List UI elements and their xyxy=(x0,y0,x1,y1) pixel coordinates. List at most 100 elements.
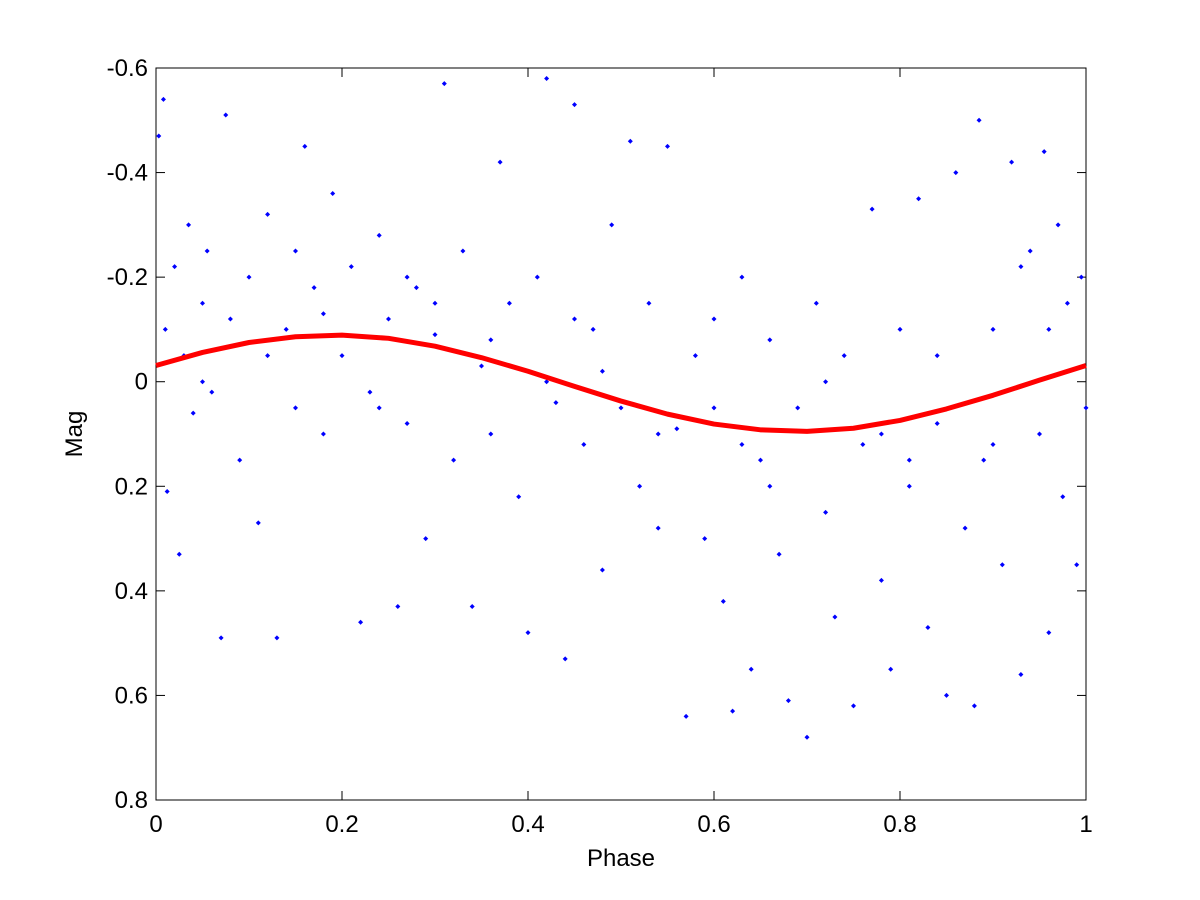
plot-frame xyxy=(155,67,1087,801)
scatter-point xyxy=(767,337,773,343)
scatter-point xyxy=(1074,562,1080,568)
scatter-point xyxy=(627,138,633,144)
scatter-point xyxy=(925,624,931,630)
scatter-point xyxy=(572,316,577,322)
y-tick-label: 0.2 xyxy=(115,473,148,500)
scatter-point xyxy=(156,133,162,139)
scatter-point xyxy=(218,635,224,641)
scatter-point xyxy=(553,400,559,406)
scatter-point xyxy=(497,159,503,165)
scatter-point xyxy=(841,353,847,359)
scatter-point xyxy=(320,431,326,437)
scatter-point xyxy=(823,509,829,515)
scatter-point xyxy=(832,614,838,620)
scatter-point xyxy=(785,698,791,704)
scatter-point xyxy=(590,326,596,332)
scatter-point xyxy=(330,190,336,196)
scatter-point xyxy=(320,311,326,317)
scatter-point xyxy=(646,300,652,306)
scatter-point xyxy=(878,577,884,583)
scatter-point xyxy=(1064,300,1070,306)
scatter-point xyxy=(851,703,856,709)
scatter-point xyxy=(506,300,512,306)
scatter-point xyxy=(1046,326,1052,332)
scatter-point xyxy=(971,703,977,709)
scatter-point xyxy=(739,274,745,280)
scatter-point xyxy=(413,285,419,291)
scatter-point xyxy=(164,489,170,495)
scatter-point xyxy=(776,551,782,557)
x-tick-label: 0.4 xyxy=(511,811,544,838)
scatter-point xyxy=(186,222,192,228)
scatter-point xyxy=(376,232,382,238)
scatter-point xyxy=(730,708,736,714)
scatter-point xyxy=(711,316,717,322)
scatter-point xyxy=(990,326,996,332)
scatter-point xyxy=(423,536,429,542)
scatter-point xyxy=(795,405,801,411)
scatter-point xyxy=(237,457,243,463)
scatter-point xyxy=(1018,672,1024,678)
scatter-point xyxy=(711,405,717,411)
scatter-point xyxy=(293,248,298,254)
scatter-point xyxy=(906,457,912,463)
scatter-point xyxy=(618,405,624,411)
scatter-point xyxy=(878,431,884,437)
scatter-point xyxy=(1055,222,1061,228)
y-tick-label: 0.8 xyxy=(115,787,148,814)
y-tick-label: 0.6 xyxy=(115,682,148,709)
y-tick-label: -0.2 xyxy=(107,264,148,291)
scatter-point xyxy=(162,326,168,332)
scatter-point xyxy=(1037,431,1042,437)
scatter-point xyxy=(200,300,205,306)
y-tick-label: 0 xyxy=(135,369,148,396)
x-tick-label: 0.6 xyxy=(697,811,730,838)
scatter-point xyxy=(255,520,261,526)
scatter-point xyxy=(176,551,182,557)
scatter-point xyxy=(204,248,210,254)
scatter-point xyxy=(246,274,252,280)
scatter-point xyxy=(888,666,894,672)
scatter-point xyxy=(999,562,1005,568)
scatter-point xyxy=(227,316,233,322)
y-tick-label: 0.4 xyxy=(115,578,148,605)
scatter-point xyxy=(302,143,308,149)
scatter-point xyxy=(358,619,364,625)
scatter-point xyxy=(469,604,475,610)
scatter-point xyxy=(1060,494,1066,500)
scatter-point xyxy=(200,379,205,385)
scatter-point xyxy=(265,211,271,217)
y-tick-label: -0.4 xyxy=(107,160,148,187)
scatter-point xyxy=(488,431,494,437)
scatter-point xyxy=(692,353,698,359)
scatter-point xyxy=(460,248,466,254)
scatter-point xyxy=(934,421,940,427)
scatter-point xyxy=(274,635,280,641)
scatter-point xyxy=(534,274,540,280)
scatter-point xyxy=(758,457,763,463)
scatter-point xyxy=(311,285,317,291)
scatter-point xyxy=(599,567,605,573)
scatter-point xyxy=(813,300,819,306)
scatter-point xyxy=(665,143,670,149)
scatter-point xyxy=(404,274,410,280)
scatter-point xyxy=(702,536,708,542)
scatter-point xyxy=(432,332,438,338)
scatter-point xyxy=(823,379,829,385)
x-tick-label: 0 xyxy=(149,811,162,838)
scatter-point xyxy=(544,75,550,81)
scatter-point xyxy=(293,405,298,411)
scatter-point xyxy=(599,368,605,374)
scatter-point xyxy=(990,441,996,447)
scatter-point xyxy=(981,457,987,463)
scatter-point xyxy=(348,264,354,270)
scatter-point xyxy=(376,405,382,411)
scatter-point xyxy=(223,112,229,118)
scatter-point xyxy=(1083,405,1089,411)
scatter-point xyxy=(516,494,522,500)
scatter-point xyxy=(916,196,922,202)
scatter-point xyxy=(860,441,866,447)
scatter-point xyxy=(739,441,745,447)
